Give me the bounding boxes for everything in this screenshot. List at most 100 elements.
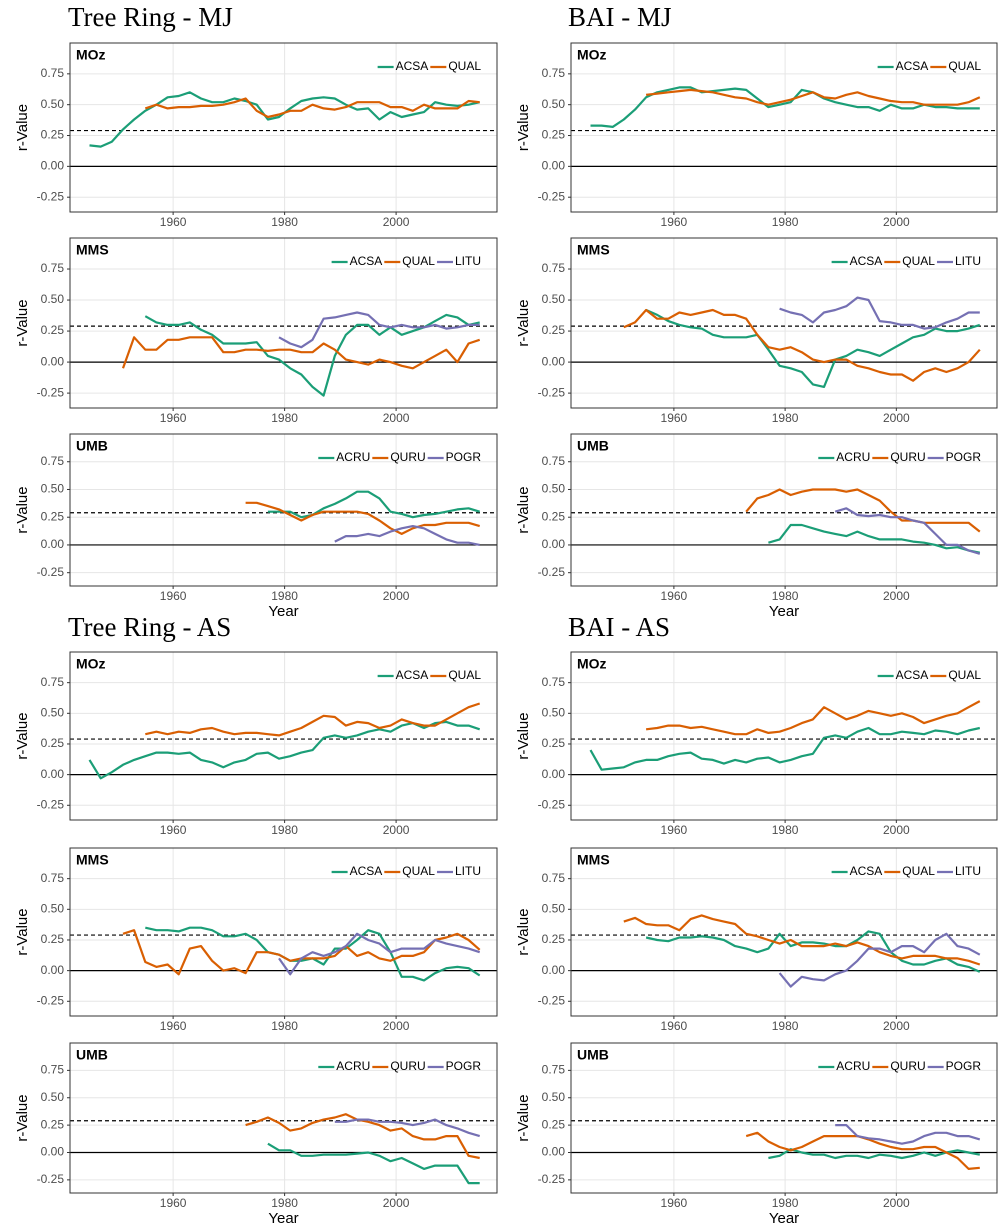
- plot-frame: [69, 651, 498, 821]
- panel-title: UMB: [577, 1047, 609, 1063]
- x-tick-label: 1980: [772, 823, 799, 837]
- plot-frame: [570, 42, 998, 213]
- y-axis-label: r-Value: [515, 908, 532, 955]
- legend-label: LITU: [955, 864, 981, 878]
- x-tick-label: 1960: [160, 411, 187, 425]
- y-tick-label: 0.50: [41, 482, 65, 496]
- series-line: [623, 914, 981, 966]
- legend-label: POGR: [446, 1059, 482, 1073]
- series-line: [779, 296, 980, 330]
- section-heading: BAI - MJ: [568, 2, 672, 32]
- x-tick-label: 1960: [160, 823, 187, 837]
- series-line: [334, 1118, 481, 1138]
- y-tick-label: 0.75: [542, 871, 566, 885]
- x-tick-label: 2000: [383, 823, 410, 837]
- x-tick-label: 1980: [271, 411, 298, 425]
- y-tick-label: 0.25: [542, 323, 566, 337]
- x-tick-label: 2000: [383, 589, 410, 603]
- series-line: [278, 311, 480, 349]
- legend-label: QUAL: [448, 668, 481, 682]
- y-axis-label: r-Value: [515, 712, 532, 759]
- y-tick-label: 0.25: [542, 128, 566, 142]
- y-tick-label: -0.25: [37, 189, 65, 203]
- y-tick-label: -0.25: [37, 1172, 65, 1186]
- x-tick-label: 1980: [271, 215, 298, 229]
- series-line: [745, 488, 981, 533]
- series-line: [145, 702, 481, 737]
- series-line: [645, 930, 981, 973]
- series-line: [834, 507, 981, 555]
- plot-background: [571, 238, 997, 408]
- y-tick-label: -0.25: [37, 385, 65, 399]
- y-tick-label: -0.25: [37, 797, 65, 811]
- plot-frame: [570, 651, 998, 821]
- panel-title: MOz: [577, 656, 607, 672]
- y-tick-label: 0.75: [41, 675, 65, 689]
- legend-label: QURU: [890, 450, 925, 464]
- y-tick-label: 0.50: [542, 705, 566, 719]
- legend-label: ACSA: [350, 254, 383, 268]
- plot-frame: [69, 237, 498, 409]
- panel-title: MOz: [577, 47, 607, 63]
- section-heading: Tree Ring - MJ: [68, 2, 233, 32]
- y-tick-label: 0.75: [41, 261, 65, 275]
- plot-frame: [570, 237, 998, 409]
- legend-label: QUAL: [402, 864, 435, 878]
- y-tick-label: 0.75: [41, 66, 65, 80]
- y-axis-label: r-Value: [14, 908, 31, 955]
- series-line: [267, 490, 481, 519]
- panel-title: UMB: [577, 438, 609, 454]
- y-axis-label: r-Value: [515, 104, 532, 151]
- y-tick-label: -0.25: [538, 189, 566, 203]
- legend-label: QUAL: [402, 254, 435, 268]
- y-tick-label: 0.25: [41, 736, 65, 750]
- y-axis-label: r-Value: [14, 104, 31, 151]
- x-tick-label: 2000: [883, 823, 910, 837]
- series-line: [645, 700, 981, 736]
- y-tick-label: 0.50: [41, 97, 65, 111]
- panel-title: MMS: [76, 242, 109, 258]
- legend-label: LITU: [455, 254, 481, 268]
- y-tick-label: 0.25: [41, 509, 65, 523]
- y-tick-label: 0.00: [41, 159, 65, 173]
- legend-label: QUAL: [948, 59, 981, 73]
- x-tick-label: 1960: [661, 411, 688, 425]
- x-tick-label: 1960: [661, 1019, 688, 1033]
- legend-label: LITU: [955, 254, 981, 268]
- y-tick-label: 0.50: [41, 901, 65, 915]
- y-tick-label: 0.25: [41, 128, 65, 142]
- x-tick-label: 2000: [883, 589, 910, 603]
- plot-frame: [69, 42, 498, 213]
- y-tick-label: -0.25: [538, 1172, 566, 1186]
- y-tick-label: 0.25: [542, 736, 566, 750]
- x-tick-label: 1980: [772, 215, 799, 229]
- series-line: [623, 308, 981, 382]
- y-tick-label: 0.75: [41, 454, 65, 468]
- legend-label: POGR: [946, 450, 982, 464]
- plot-background: [70, 434, 497, 586]
- y-tick-label: 0.00: [41, 963, 65, 977]
- y-tick-label: 0.25: [41, 932, 65, 946]
- plot-frame: [570, 847, 998, 1017]
- y-tick-label: 0.25: [542, 509, 566, 523]
- x-axis-label: Year: [268, 603, 298, 620]
- series-line: [645, 88, 981, 106]
- y-tick-label: 0.00: [41, 354, 65, 368]
- y-axis-label: r-Value: [14, 712, 31, 759]
- plot-background: [70, 652, 497, 820]
- y-tick-label: 0.00: [542, 354, 566, 368]
- legend-label: ACRU: [836, 1059, 870, 1073]
- x-tick-label: 2000: [883, 1019, 910, 1033]
- y-tick-label: 0.50: [542, 97, 566, 111]
- y-tick-label: 0.00: [41, 537, 65, 551]
- series-line: [144, 97, 480, 119]
- series-line: [278, 932, 481, 976]
- legend-label: ACRU: [336, 1059, 370, 1073]
- legend-label: ACSA: [850, 864, 883, 878]
- y-tick-label: 0.50: [41, 1090, 65, 1104]
- x-tick-label: 1980: [772, 1019, 799, 1033]
- plot-background: [571, 848, 997, 1016]
- x-tick-label: 1960: [160, 1019, 187, 1033]
- y-tick-label: -0.25: [538, 797, 566, 811]
